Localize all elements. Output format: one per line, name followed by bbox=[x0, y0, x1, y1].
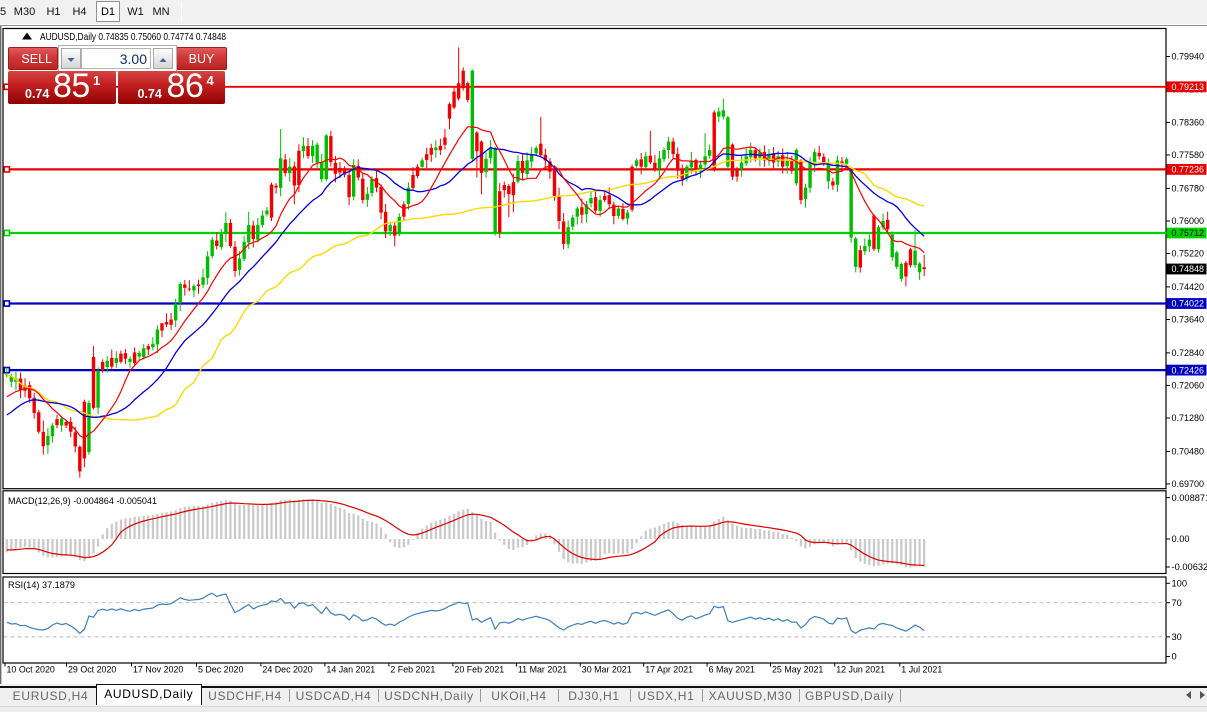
svg-text:25 May 2021: 25 May 2021 bbox=[772, 665, 823, 675]
svg-text:0.77580: 0.77580 bbox=[1172, 150, 1205, 160]
svg-text:0.72840: 0.72840 bbox=[1172, 348, 1205, 358]
svg-text:0.75712: 0.75712 bbox=[1172, 228, 1205, 238]
svg-text:0.76780: 0.76780 bbox=[1172, 184, 1205, 194]
svg-text:0.74420: 0.74420 bbox=[1172, 282, 1205, 292]
svg-text:2 Feb 2021: 2 Feb 2021 bbox=[390, 665, 435, 675]
svg-text:17 Nov 2020: 17 Nov 2020 bbox=[133, 665, 183, 675]
svg-text:RSI(14) 37.1879: RSI(14) 37.1879 bbox=[8, 580, 75, 591]
svg-text:30 Mar 2021: 30 Mar 2021 bbox=[582, 665, 632, 675]
svg-text:0.79940: 0.79940 bbox=[1172, 52, 1205, 62]
svg-text:-0.00632: -0.00632 bbox=[1172, 562, 1207, 572]
svg-text:0.74848: 0.74848 bbox=[1172, 264, 1205, 274]
svg-text:0.70480: 0.70480 bbox=[1172, 447, 1205, 457]
svg-text:30: 30 bbox=[1172, 632, 1182, 642]
svg-text:0.72060: 0.72060 bbox=[1172, 381, 1205, 391]
svg-text:6 May 2021: 6 May 2021 bbox=[709, 665, 755, 675]
svg-text:100: 100 bbox=[1172, 579, 1188, 589]
svg-text:0.69700: 0.69700 bbox=[1172, 479, 1205, 489]
svg-text:MACD(12,26,9) -0.004864 -0.005: MACD(12,26,9) -0.004864 -0.005041 bbox=[8, 496, 157, 507]
svg-text:24 Dec 2020: 24 Dec 2020 bbox=[262, 665, 312, 675]
svg-text:70: 70 bbox=[1172, 598, 1182, 608]
svg-text:0.74022: 0.74022 bbox=[1172, 299, 1205, 309]
svg-text:0.79213: 0.79213 bbox=[1172, 82, 1205, 92]
svg-text:AUDUSD,Daily 0.74835 0.75060: AUDUSD,Daily 0.74835 0.75060 0.74774 0.7… bbox=[40, 31, 226, 43]
svg-text:17 Apr 2021: 17 Apr 2021 bbox=[645, 665, 693, 675]
svg-text:1 Jul 2021: 1 Jul 2021 bbox=[901, 665, 942, 675]
svg-text:12 Jun 2021: 12 Jun 2021 bbox=[836, 665, 885, 675]
svg-text:0.75220: 0.75220 bbox=[1172, 249, 1205, 259]
svg-text:10 Oct 2020: 10 Oct 2020 bbox=[7, 665, 55, 675]
svg-text:0.00: 0.00 bbox=[1172, 534, 1190, 544]
svg-text:29 Oct 2020: 29 Oct 2020 bbox=[68, 665, 116, 675]
svg-text:0: 0 bbox=[1172, 652, 1177, 662]
svg-text:20 Feb 2021: 20 Feb 2021 bbox=[454, 665, 504, 675]
svg-text:0.76000: 0.76000 bbox=[1172, 216, 1205, 226]
svg-text:0.73640: 0.73640 bbox=[1172, 315, 1205, 325]
svg-text:0.72426: 0.72426 bbox=[1172, 365, 1205, 375]
svg-text:11 Mar 2021: 11 Mar 2021 bbox=[518, 665, 567, 675]
svg-text:0.78360: 0.78360 bbox=[1172, 118, 1205, 128]
svg-text:5 Dec 2020: 5 Dec 2020 bbox=[198, 665, 243, 675]
svg-text:14 Jan 2021: 14 Jan 2021 bbox=[326, 665, 375, 675]
svg-text:0.77236: 0.77236 bbox=[1172, 165, 1205, 175]
svg-text:0.71280: 0.71280 bbox=[1172, 413, 1205, 423]
svg-text:0.008871: 0.008871 bbox=[1172, 493, 1207, 503]
